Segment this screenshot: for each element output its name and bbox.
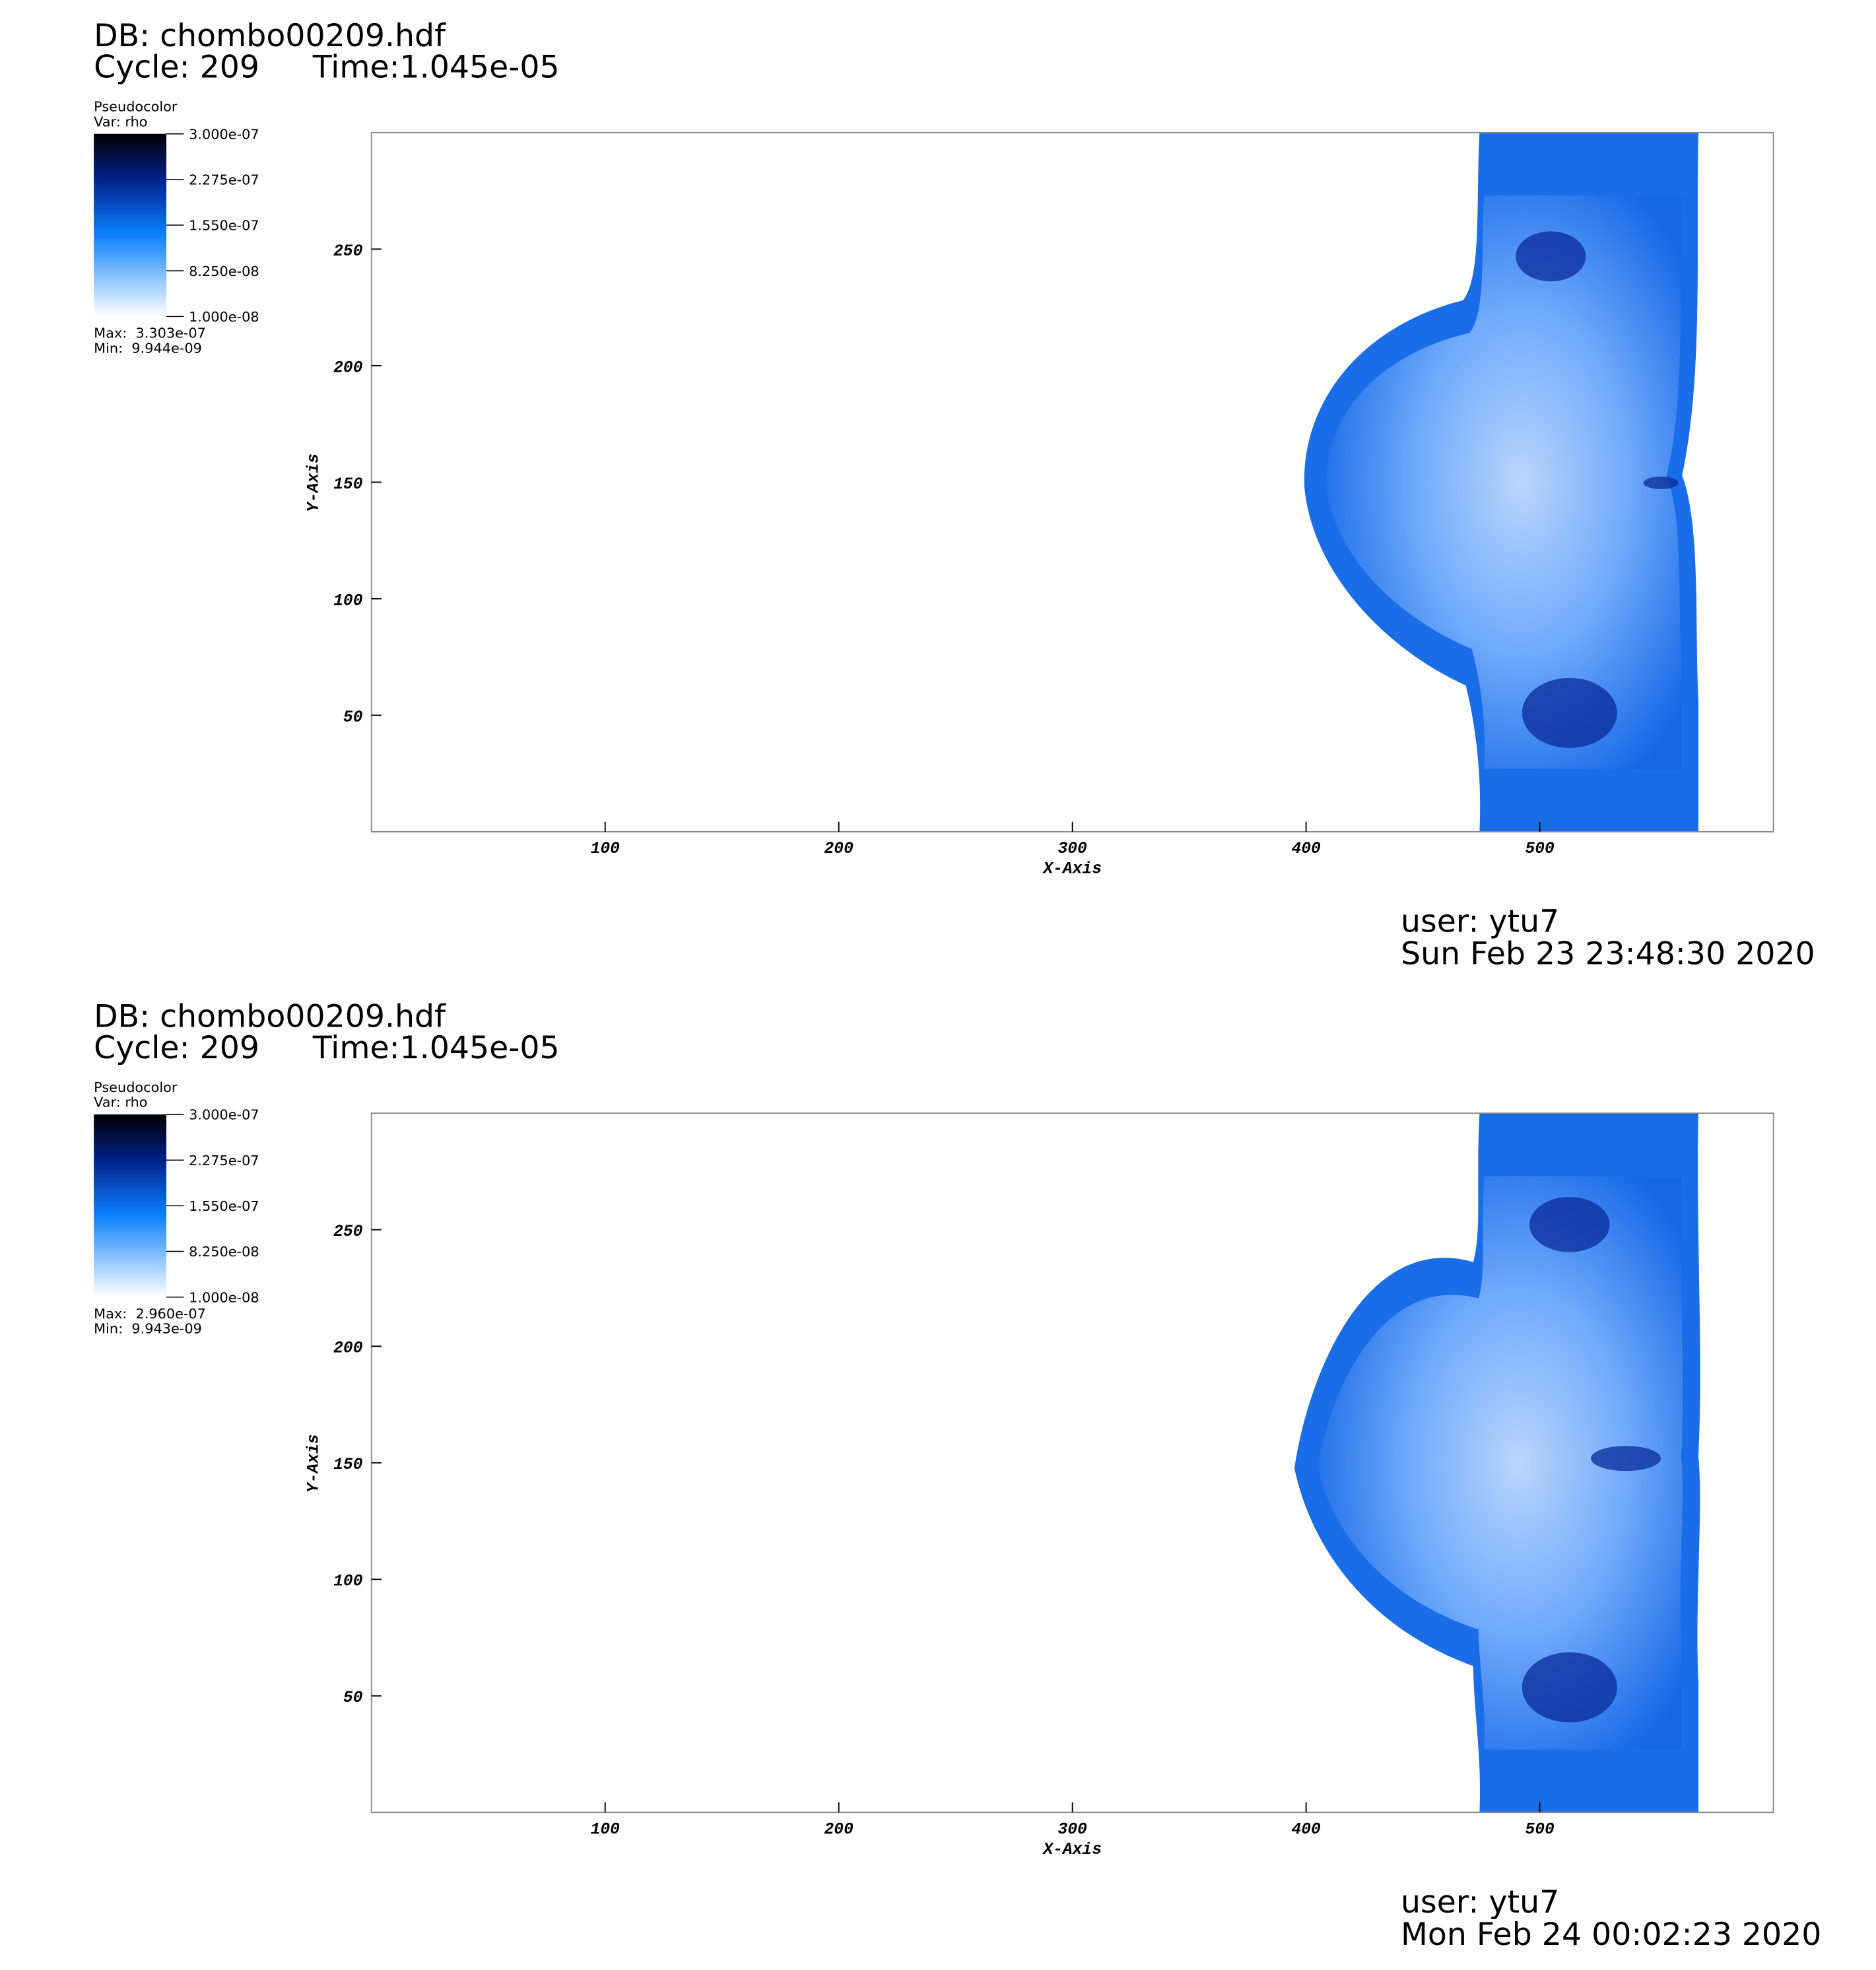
colorbar-tick-label: 3.000e-07 [189, 126, 259, 142]
colorbar-tick-label: 2.275e-07 [189, 1153, 259, 1169]
db-name: DB: chombo00209.hdf [94, 998, 446, 1035]
max-value: Max: 3.303e-07 [94, 325, 206, 341]
cycle: Cycle: 209 [94, 1030, 259, 1066]
legend-variable: Var: rho [94, 114, 147, 129]
x-tick-label: 500 [1525, 1821, 1555, 1839]
density-feature [1516, 231, 1586, 282]
colorbar-tick-label: 8.250e-08 [189, 263, 259, 279]
colorbar-tick-label: 2.275e-07 [189, 172, 259, 187]
legend-variable: Var: rho [94, 1095, 147, 1110]
min-value: Min: 9.943e-09 [94, 1321, 202, 1337]
date: Mon Feb 24 00:02:23 2020 [1401, 1917, 1821, 1953]
y-tick-label: 50 [343, 709, 363, 727]
x-tick-label: 400 [1291, 840, 1321, 858]
colorbar [94, 1114, 167, 1297]
x-axis-label: X-Axis [1042, 860, 1102, 878]
x-tick-label: 400 [1291, 1821, 1321, 1839]
user: user: ytu7 [1401, 903, 1559, 939]
time: Time:1.045e-05 [312, 49, 560, 85]
colorbar-tick-label: 1.550e-07 [189, 1198, 259, 1214]
colorbar-tick-label: 1.000e-08 [189, 1289, 259, 1305]
colorbar-tick-label: 1.550e-07 [189, 218, 259, 234]
x-tick-label: 300 [1058, 1821, 1088, 1839]
density-feature [1522, 1652, 1617, 1722]
y-tick-label: 250 [333, 243, 363, 261]
y-tick-label: 100 [333, 1573, 363, 1591]
db-name: DB: chombo00209.hdf [94, 18, 446, 54]
x-axis-label: X-Axis [1042, 1841, 1102, 1859]
time: Time:1.045e-05 [312, 1030, 560, 1066]
y-axis-label: Y-Axis [305, 454, 323, 512]
colorbar-tick-label: 3.000e-07 [189, 1107, 259, 1123]
x-tick-label: 200 [824, 840, 854, 858]
cycle: Cycle: 209 [94, 49, 259, 85]
y-tick-label: 200 [333, 359, 363, 377]
min-value: Min: 9.944e-09 [94, 340, 202, 356]
legend-title: Pseudocolor [94, 1079, 178, 1095]
y-tick-label: 100 [333, 592, 363, 610]
legend-title: Pseudocolor [94, 99, 178, 115]
y-tick-label: 250 [333, 1223, 363, 1241]
density-feature [1522, 677, 1617, 748]
x-tick-label: 200 [824, 1821, 854, 1839]
density-feature [1590, 1446, 1661, 1472]
density-feature [1529, 1197, 1610, 1252]
colorbar-tick-label: 1.000e-08 [189, 309, 259, 325]
y-tick-label: 50 [343, 1689, 363, 1707]
y-tick-label: 150 [333, 1456, 363, 1474]
colorbar-tick-label: 8.250e-08 [189, 1244, 259, 1260]
user: user: ytu7 [1401, 1884, 1559, 1920]
x-tick-label: 300 [1058, 840, 1088, 858]
y-tick-label: 150 [333, 476, 363, 494]
density-feature [1643, 476, 1679, 489]
colorbar [94, 133, 167, 317]
y-axis-label: Y-Axis [305, 1434, 323, 1493]
date: Sun Feb 23 23:48:30 2020 [1401, 936, 1815, 972]
x-tick-label: 100 [591, 1821, 620, 1839]
density-field-inner [1326, 195, 1681, 769]
y-tick-label: 200 [333, 1340, 363, 1358]
x-tick-label: 500 [1525, 840, 1555, 858]
x-tick-label: 100 [591, 840, 620, 858]
density-field-inner [1318, 1176, 1683, 1750]
max-value: Max: 2.960e-07 [94, 1306, 206, 1322]
